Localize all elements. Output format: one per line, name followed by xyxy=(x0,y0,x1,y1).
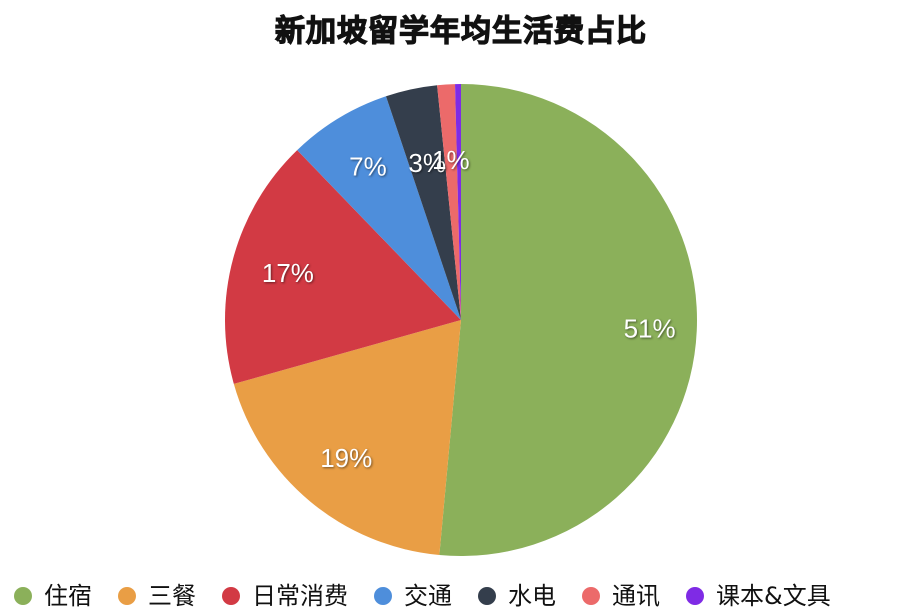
legend-label: 日常消费 xyxy=(252,582,348,610)
legend-item-课本文具[interactable]: 课本&文具 xyxy=(686,580,831,612)
legend-item-住宿[interactable]: 住宿 xyxy=(14,580,92,612)
legend-label: 三餐 xyxy=(148,582,196,610)
pie-slice-5[interactable] xyxy=(437,84,461,320)
pie-slice-3[interactable] xyxy=(297,96,461,320)
slice-label-3: 7% xyxy=(349,152,387,182)
slice-label-5: 1% xyxy=(432,145,470,175)
legend-item-交通[interactable]: 交通 xyxy=(374,580,452,612)
legend-swatch xyxy=(118,587,136,605)
slice-label-1: 19% xyxy=(320,443,372,473)
legend-label: 通讯 xyxy=(612,582,660,610)
slice-label-4: 3% xyxy=(408,148,446,178)
legend-swatch xyxy=(14,587,32,605)
legend-swatch xyxy=(686,587,704,605)
pie-slice-1[interactable] xyxy=(233,320,461,556)
pie-slice-6[interactable] xyxy=(455,84,461,320)
legend-label: 课本&文具 xyxy=(716,582,831,610)
chart-legend: 住宿 三餐 日常消费 交通 水电 通讯 课本&文具 xyxy=(14,580,831,612)
pie-slice-0[interactable] xyxy=(439,84,697,556)
chart-title: 新加坡留学年均生活费占比 xyxy=(274,13,647,49)
pie-slice-2[interactable] xyxy=(225,150,461,384)
legend-item-通讯[interactable]: 通讯 xyxy=(582,580,660,612)
legend-item-水电[interactable]: 水电 xyxy=(478,580,556,612)
legend-swatch xyxy=(478,587,496,605)
legend-item-三餐[interactable]: 三餐 xyxy=(118,580,196,612)
pie-slice-4[interactable] xyxy=(386,85,461,320)
legend-swatch xyxy=(374,587,392,605)
legend-swatch xyxy=(582,587,600,605)
legend-label: 水电 xyxy=(508,582,556,610)
legend-label: 住宿 xyxy=(44,582,92,610)
slice-label-2: 17% xyxy=(262,258,314,288)
slice-label-0: 51% xyxy=(624,314,676,344)
legend-swatch xyxy=(222,587,240,605)
legend-label: 交通 xyxy=(404,582,452,610)
legend-item-日常消费[interactable]: 日常消费 xyxy=(222,580,348,612)
